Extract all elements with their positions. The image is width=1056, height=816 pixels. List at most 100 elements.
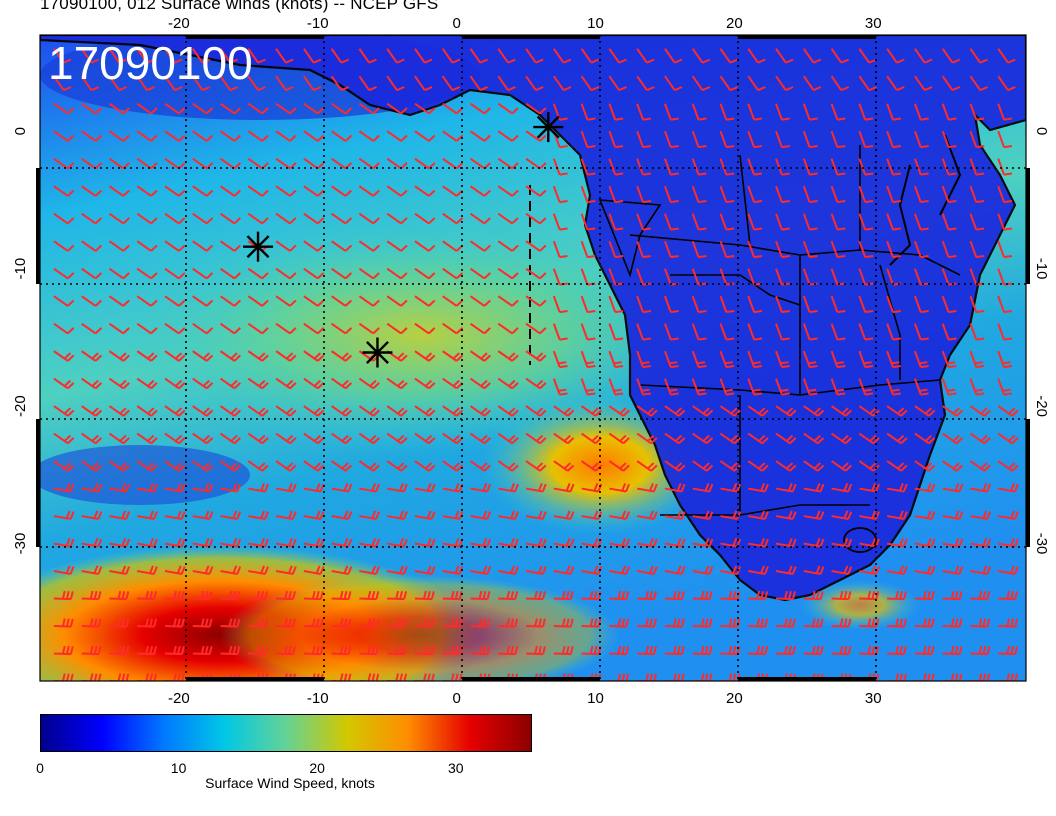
wind-barb	[720, 645, 741, 656]
wind-barb	[414, 673, 435, 681]
wind-barb	[303, 405, 325, 417]
wind-barb	[303, 157, 325, 170]
wind-barb	[552, 323, 568, 341]
wind-barb	[192, 377, 214, 390]
wind-barb	[497, 130, 519, 142]
wind-barb	[53, 618, 74, 628]
wind-barb	[608, 158, 624, 176]
wind-barb	[414, 432, 436, 445]
wind-barb	[414, 460, 436, 472]
wind-barb	[469, 267, 491, 280]
wind-barb	[580, 268, 596, 286]
wind-barb	[248, 565, 269, 575]
wind-barb	[580, 378, 596, 396]
wind-barb	[775, 538, 797, 548]
wind-barb	[53, 377, 75, 390]
wind-barb	[692, 405, 714, 417]
wind-barb	[663, 295, 679, 314]
wind-barb	[719, 158, 735, 176]
wind-barb	[164, 673, 185, 681]
wind-barb	[636, 378, 652, 396]
wind-barb	[580, 323, 596, 341]
wind-barb	[53, 295, 75, 307]
wind-barb	[414, 645, 435, 656]
wind-barb	[941, 185, 957, 204]
wind-barb	[303, 538, 325, 548]
wind-barb	[609, 538, 631, 548]
lon-tick-label: 0	[452, 690, 460, 707]
wind-barb	[331, 673, 352, 681]
wind-barb	[386, 75, 405, 92]
wind-barb	[803, 645, 824, 656]
wind-barb	[164, 483, 186, 493]
wind-barb	[442, 590, 463, 601]
wind-barb	[303, 460, 325, 472]
wind-barb	[81, 240, 103, 252]
wind-barb	[414, 185, 436, 197]
wind-barb	[552, 185, 568, 204]
wind-barb	[608, 405, 630, 417]
wind-barb	[53, 645, 74, 656]
wind-barb	[387, 483, 408, 493]
wind-barb	[525, 322, 547, 335]
wind-barb	[719, 432, 741, 445]
wind-barb	[913, 295, 929, 314]
wind-barb	[580, 213, 596, 231]
wind-barb	[748, 645, 769, 656]
wind-barb	[469, 350, 491, 362]
wind-barb	[219, 130, 241, 142]
wind-barb	[470, 538, 492, 548]
wind-barb	[164, 267, 186, 280]
wind-barb	[608, 213, 624, 231]
wind-barb	[136, 240, 158, 252]
wind-barb	[886, 378, 902, 396]
wind-barb	[331, 350, 353, 362]
wind-barb	[219, 405, 241, 417]
wind-barb	[748, 565, 769, 575]
wind-barb	[442, 322, 464, 335]
wind-barb	[276, 590, 296, 601]
wind-barb	[775, 378, 790, 396]
wind-barb	[663, 378, 679, 396]
wind-barb	[359, 565, 381, 575]
wind-barb	[858, 130, 874, 149]
wind-barb	[248, 483, 269, 493]
wind-barb	[636, 405, 658, 417]
wind-barb	[997, 432, 1019, 445]
wind-barb	[636, 185, 652, 204]
wind-barb	[136, 295, 158, 307]
wind-barb	[747, 213, 763, 231]
wind-barb	[219, 460, 241, 472]
wind-barb	[137, 510, 158, 521]
wind-barb	[81, 673, 102, 681]
wind-barb	[497, 240, 519, 252]
wind-barb	[942, 618, 963, 628]
wind-barb	[970, 618, 991, 628]
wind-barb	[969, 432, 991, 445]
wind-barb	[53, 102, 75, 115]
wind-barb	[719, 350, 735, 369]
wind-barb	[164, 350, 186, 362]
wind-barb	[219, 267, 241, 280]
wind-barb	[997, 103, 1013, 121]
wind-barb	[469, 185, 491, 197]
wind-barb	[414, 377, 436, 390]
wind-barb	[775, 158, 790, 176]
wind-barb	[636, 323, 652, 341]
wind-barb	[552, 213, 568, 231]
wind-barb	[719, 323, 735, 341]
wind-barb	[969, 158, 985, 176]
wind-barb	[275, 322, 297, 335]
wind-barb	[497, 377, 519, 390]
wind-barb	[636, 483, 658, 493]
wind-barb	[580, 240, 596, 259]
wind-map	[40, 35, 1026, 681]
wind-barb	[886, 323, 902, 341]
wind-barb	[275, 240, 297, 252]
wind-barb	[691, 350, 707, 369]
wind-barb	[358, 212, 380, 225]
wind-barb	[941, 350, 957, 369]
wind-barb	[192, 460, 214, 472]
wind-barb	[941, 323, 957, 341]
storm-marker	[533, 112, 564, 143]
